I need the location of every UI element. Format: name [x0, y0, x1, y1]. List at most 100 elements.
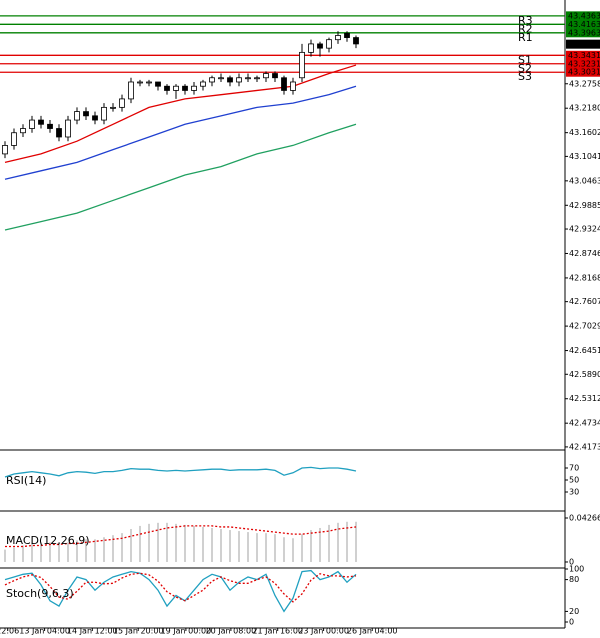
candle-body [326, 39, 332, 49]
pivot-label: 43.39630 [568, 28, 600, 37]
candle-body [281, 77, 287, 91]
candle-body [20, 128, 26, 134]
y-tick-label: 80 [569, 575, 579, 584]
candle-body [308, 43, 314, 53]
candle-body [344, 32, 350, 38]
moving-average [4, 85, 357, 180]
pivot-label: 43.34310 [568, 51, 600, 60]
candle-body [110, 106, 116, 109]
candle-body [263, 73, 269, 79]
pivot-name: R2 [518, 22, 533, 35]
candle-body [146, 81, 152, 84]
pivot-name: R3 [518, 14, 533, 27]
last-price-label: 43.36940 [568, 40, 600, 49]
candle-body [218, 77, 224, 80]
candle-body [101, 106, 107, 121]
pivot-name: S1 [518, 53, 532, 66]
pivot-label-box [566, 67, 600, 77]
candle-body [2, 145, 8, 155]
x-tick-label: 15 Jan 20:00 [113, 627, 164, 636]
candle-body [164, 85, 170, 91]
y-tick-label: 42.81680 [569, 273, 600, 282]
candle-body [29, 119, 35, 129]
moving-average [4, 123, 357, 231]
candle-body [245, 77, 251, 80]
y-tick-label: 43.21800 [569, 104, 600, 113]
pivot-label: 43.30310 [568, 68, 600, 77]
candle-body [173, 85, 179, 91]
pivot-label-box [566, 28, 600, 38]
candle-body [335, 35, 341, 41]
candle-body [119, 98, 125, 108]
x-tick-label: 26 Jan 04:00 [347, 627, 398, 636]
y-tick-label: 20 [569, 607, 579, 616]
candle-body [200, 81, 206, 87]
x-tick-label: 19 Jan 00:00 [161, 627, 212, 636]
x-tick-label: 13 Jan 04:00 [19, 627, 70, 636]
candle-body [137, 81, 143, 84]
pivot-label: 43.43630 [568, 11, 600, 20]
candle-body [353, 37, 359, 45]
candle-body [254, 77, 260, 80]
candle-body [317, 43, 323, 49]
pivot-label-box [566, 11, 600, 21]
pivot-label: 43.41630 [568, 20, 600, 29]
candle-body [65, 119, 71, 138]
y-tick-label: 42.98850 [569, 201, 600, 210]
y-tick-label: 0 [569, 557, 574, 566]
y-tick-label: 42.93240 [569, 225, 600, 234]
y-tick-label: 42.70290 [569, 322, 600, 331]
candle-body [290, 81, 296, 91]
x-tick-label: 22:06 [0, 627, 19, 636]
pivot-label-box [566, 19, 600, 29]
last-price-box [566, 39, 600, 49]
candle-body [83, 111, 89, 117]
candle-body [38, 119, 44, 125]
y-tick-label: 43.10410 [569, 152, 600, 161]
x-tick-label: 20 Jan 08:00 [206, 627, 257, 636]
x-tick-label: 14 Jan 12:00 [67, 627, 118, 636]
candle-body [191, 85, 197, 91]
y-tick-label: 42.87460 [569, 249, 600, 258]
pivot-name: S2 [518, 62, 532, 75]
stoch-line [4, 572, 357, 603]
candle-body [155, 81, 161, 87]
panel-title: RSI(14) [6, 474, 46, 487]
candle-body [47, 123, 53, 129]
candle-body [272, 73, 278, 79]
panel-title: MACD(12,26,9) [6, 534, 90, 547]
x-tick-label: 23 Jan 00:00 [298, 627, 349, 636]
pivot-name: S3 [518, 70, 532, 83]
pivot-label-box [566, 50, 600, 60]
y-tick-label: 42.58900 [569, 370, 600, 379]
panel-title: Stoch(9,6,3) [6, 587, 74, 600]
candle-body [56, 128, 62, 138]
candle-body [92, 115, 98, 121]
y-tick-label: 30 [569, 488, 579, 497]
pivot-label-box [566, 59, 600, 69]
candle-body [227, 77, 233, 83]
y-tick-label: 0 [569, 618, 574, 627]
candle-body [74, 111, 80, 121]
y-tick-label: 0.042669 [569, 514, 600, 523]
x-tick-label: 21 Jan 16:00 [252, 627, 303, 636]
y-tick-label: 43.27580 [569, 79, 600, 88]
pivot-name: R1 [518, 31, 533, 44]
candle-body [236, 77, 242, 83]
y-tick-label: 43.04630 [569, 176, 600, 185]
y-tick-label: 42.76070 [569, 297, 600, 306]
y-tick-label: 42.53120 [569, 394, 600, 403]
y-tick-label: 42.41730 [569, 442, 600, 451]
candle-body [209, 77, 215, 83]
y-tick-label: 100 [569, 565, 584, 574]
rsi-line [4, 466, 357, 478]
y-tick-label: 42.47340 [569, 419, 600, 428]
candle-body [128, 81, 134, 100]
signal-line [5, 525, 357, 548]
y-tick-label: 50 [569, 476, 579, 485]
pivot-label: 43.32310 [568, 59, 600, 68]
candle-body [11, 132, 17, 146]
moving-average [4, 64, 357, 163]
y-tick-label: 43.16020 [569, 128, 600, 137]
